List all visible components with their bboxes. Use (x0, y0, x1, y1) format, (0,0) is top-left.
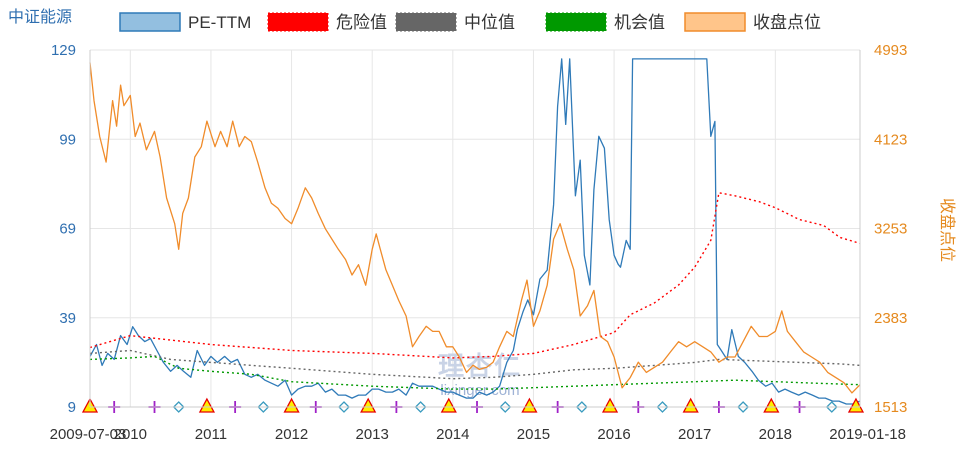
right-axis-title: 收盘点位 (938, 198, 957, 262)
legend-swatch (119, 12, 181, 32)
left-tick-label: 69 (59, 221, 76, 238)
left-tick-label: 129 (51, 42, 76, 59)
x-tick-label: 2016 (597, 426, 630, 443)
triangle-marker (601, 397, 619, 413)
legend-item[interactable]: PE-TTM (119, 12, 251, 32)
triangle-marker (763, 397, 780, 413)
right-tick-label: 4993 (874, 42, 907, 59)
legend-item[interactable]: 中位值 (395, 12, 515, 32)
x-tick-label: 2010 (114, 426, 147, 443)
triangle-marker (682, 397, 699, 413)
legend-swatch (267, 12, 329, 32)
right-tick-label: 1513 (874, 399, 907, 416)
right-tick-label: 4123 (874, 131, 907, 148)
legend-label: 中位值 (464, 13, 515, 32)
x-tick-label: 2011 (195, 426, 227, 443)
series-line-2 (89, 349, 861, 380)
axes: 129 4993 99 4123 69 3253 39 2383 9 1513 2010 2011 20… (8, 8, 957, 443)
legend[interactable]: PE-TTM 危险值 中位值 机会值 收盘点位 (119, 12, 821, 32)
legend-label: 危险值 (336, 13, 387, 32)
x-start-label: 2009-07-03 (50, 426, 127, 443)
left-tick-label: 39 (59, 310, 76, 327)
legend-item[interactable]: 危险值 (267, 12, 387, 32)
legend-swatch (395, 12, 457, 32)
triangle-marker (521, 397, 538, 413)
triangle-marker (283, 397, 300, 413)
legend-swatch (684, 12, 746, 32)
triangle-marker (360, 397, 377, 413)
legend-label: 机会值 (614, 13, 665, 32)
x-tick-label: 2018 (759, 426, 792, 443)
triangle-marker (198, 397, 215, 413)
series-line-1 (89, 192, 861, 359)
right-tick-label: 3253 (874, 221, 907, 238)
watermark-url: lixinger.com (440, 382, 519, 399)
x-tick-label: 2015 (517, 426, 550, 443)
left-tick-label: 9 (68, 399, 76, 416)
series-line-4 (89, 62, 861, 394)
x-tick-label: 2014 (436, 426, 469, 443)
triangle-marker (847, 397, 865, 413)
x-tick-label: 2012 (275, 426, 308, 443)
legend-label: PE-TTM (188, 13, 251, 32)
series-line-3 (89, 355, 861, 390)
legend-swatch (545, 12, 607, 32)
legend-item[interactable]: 机会值 (545, 12, 665, 32)
x-tick-label: 2017 (678, 426, 711, 443)
x-end-label: 2019-01-18 (829, 426, 906, 443)
series-line-0 (89, 58, 861, 405)
legend-label: 收盘点位 (753, 13, 821, 32)
legend-item[interactable]: 收盘点位 (684, 12, 821, 32)
series-layer (89, 58, 861, 405)
right-tick-label: 2383 (874, 310, 907, 327)
x-tick-label: 2013 (356, 426, 389, 443)
triangle-marker (440, 397, 457, 413)
event-markers (81, 397, 865, 413)
left-axis-title: 中证能源 (8, 8, 72, 26)
left-tick-label: 99 (59, 131, 76, 148)
